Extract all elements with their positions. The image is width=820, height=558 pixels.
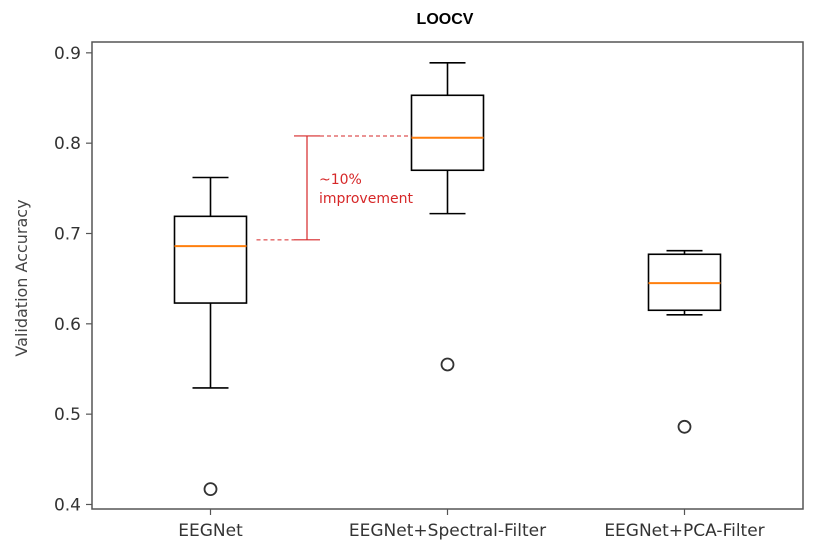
- annotation-line-2: improvement: [319, 191, 413, 207]
- y-axis-label: Validation Accuracy: [12, 199, 31, 356]
- y-tick-label: 0.7: [54, 224, 81, 244]
- y-tick-label: 0.6: [54, 315, 81, 335]
- y-tick-label: 0.8: [54, 134, 81, 154]
- box: [173, 215, 248, 304]
- y-tick-label: 0.5: [54, 405, 81, 425]
- annotation-line-1: ~10%: [319, 172, 362, 188]
- box: [410, 94, 485, 172]
- outlier-point: [203, 482, 218, 497]
- plot-frame: [91, 41, 804, 510]
- y-tick-label: 0.4: [54, 495, 81, 515]
- x-tick-label: EEGNet+Spectral-Filter: [349, 521, 546, 541]
- annotation-label: ~10% improvement: [319, 172, 413, 207]
- x-tick-label: EEGNet+PCA-Filter: [604, 521, 764, 541]
- outlier-point: [440, 357, 455, 372]
- y-tick-label: 0.9: [54, 44, 81, 64]
- x-tick-label: EEGNet: [178, 521, 243, 541]
- outlier-point: [677, 419, 692, 434]
- chart-title: LOOCV: [417, 11, 474, 28]
